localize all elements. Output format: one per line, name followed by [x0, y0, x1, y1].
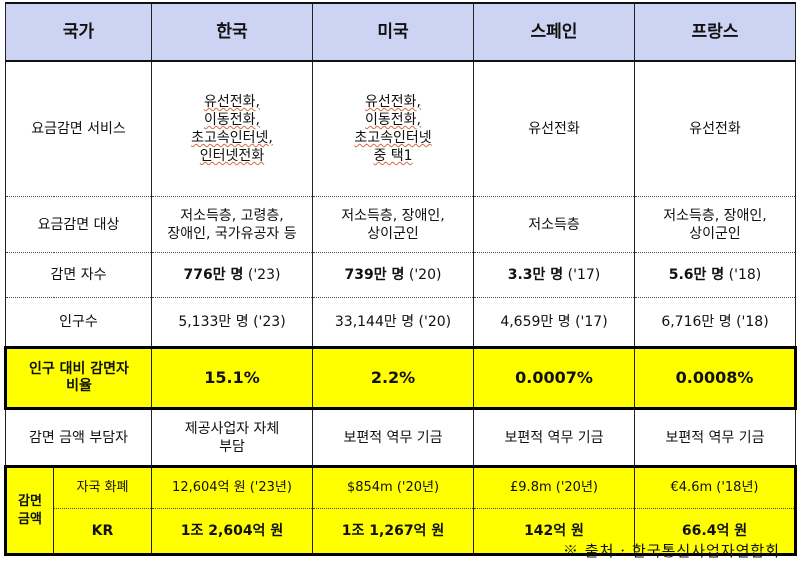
- cell-spain: 0.0007%: [473, 346, 635, 410]
- row-label: 감면 금액 부담자: [5, 408, 152, 468]
- count-value: 739만 명: [344, 267, 405, 283]
- header-korea: 한국: [151, 2, 313, 62]
- cell-spain: 보편적 역무 기금: [473, 408, 635, 468]
- row-service: 요금감면 서비스 유선전화, 이동전화, 초고속인터넷, 인터넷전화 유선전화,…: [5, 61, 796, 197]
- count-value: 3.3만 명: [507, 267, 564, 283]
- cell-spain: 유선전화: [473, 61, 635, 197]
- count-year: ('18): [728, 267, 762, 283]
- count-value: 5.6만 명: [668, 267, 725, 283]
- cell-france: 6,716만 명 ('18): [634, 297, 796, 348]
- row-amount-kr: KR 1조 2,604억 원 1조 1,267억 원 142억 원 66.4억 …: [6, 508, 797, 556]
- row-count: 감면 자수 776만 명 ('23) 739만 명 ('20) 3.3만 명 (…: [5, 252, 796, 298]
- row-population: 인구수 5,133만 명 ('23) 33,144만 명 ('20) 4,659…: [5, 297, 796, 348]
- row-burden: 감면 금액 부담자 제공사업자 자체 부담 보편적 역무 기금 보편적 역무 기…: [5, 408, 796, 468]
- cell-usa: $854m ('20년): [312, 465, 474, 509]
- cell-spain: 3.3만 명 ('17): [473, 252, 635, 298]
- cell-usa: 2.2%: [312, 346, 474, 410]
- count-value: 776만 명: [183, 267, 244, 283]
- cell-korea: 저소득층, 고령층, 장애인, 국가유공자 등: [151, 196, 313, 253]
- row-target: 요금감면 대상 저소득층, 고령층, 장애인, 국가유공자 등 저소득층, 장애…: [5, 196, 796, 253]
- cell-korea: 제공사업자 자체 부담: [151, 408, 313, 468]
- row-label: 인구수: [5, 297, 152, 348]
- header-row: 국가 한국 미국 스페인 프랑스: [5, 2, 796, 62]
- cell-france: 저소득층, 장애인, 상이군인: [634, 196, 796, 253]
- cell-korea: 776만 명 ('23): [151, 252, 313, 298]
- row-amount-local: 감면 금액 자국 화폐 12,604억 원 ('23년) $854m ('20년…: [4, 465, 797, 556]
- cell-usa: 보편적 역무 기금: [312, 408, 474, 468]
- cell-usa: 1조 1,267억 원: [312, 508, 474, 556]
- cell-france: 0.0008%: [634, 346, 797, 410]
- header-spain: 스페인: [473, 2, 635, 62]
- amount-label: 감면 금액: [4, 465, 54, 556]
- cell-spain: £9.8m ('20년): [473, 465, 635, 509]
- row-label: 인구 대비 감면자 비율: [4, 346, 152, 410]
- cell-france: €4.6m ('18년): [634, 465, 797, 509]
- sub-label-local: 자국 화폐: [53, 465, 152, 509]
- sub-label-kr: KR: [53, 508, 152, 556]
- header-france: 프랑스: [634, 2, 796, 62]
- count-year: ('17): [567, 267, 601, 283]
- cell-korea: 유선전화, 이동전화, 초고속인터넷, 인터넷전화: [151, 61, 313, 197]
- cell-usa: 저소득층, 장애인, 상이군인: [312, 196, 474, 253]
- header-usa: 미국: [312, 2, 474, 62]
- cell-usa: 유선전화, 이동전화, 초고속인터넷 중 택1: [312, 61, 474, 197]
- cell-spain: 142억 원: [473, 508, 635, 556]
- source-note: ※ 출처 : 한국통신사업자연합회: [563, 542, 780, 560]
- cell-france: 66.4억 원: [634, 508, 797, 556]
- cell-france: 유선전화: [634, 61, 796, 197]
- cell-korea: 5,133만 명 ('23): [151, 297, 313, 348]
- row-ratio: 인구 대비 감면자 비율 15.1% 2.2% 0.0007% 0.0008%: [4, 346, 797, 410]
- row-label: 요금감면 대상: [5, 196, 152, 253]
- cell-spain: 4,659만 명 ('17): [473, 297, 635, 348]
- row-label: 요금감면 서비스: [5, 61, 152, 197]
- cell-spain: 저소득층: [473, 196, 635, 253]
- cell-korea: 15.1%: [151, 346, 313, 410]
- cell-france: 보편적 역무 기금: [634, 408, 796, 468]
- cell-france: 5.6만 명 ('18): [634, 252, 796, 298]
- cell-korea: 1조 2,604억 원: [151, 508, 313, 556]
- count-year: ('20): [408, 267, 442, 283]
- cell-usa: 33,144만 명 ('20): [312, 297, 474, 348]
- count-year: ('23): [247, 267, 281, 283]
- row-label: 감면 자수: [5, 252, 152, 298]
- cell-usa: 739만 명 ('20): [312, 252, 474, 298]
- header-country: 국가: [5, 2, 152, 62]
- comparison-table: 국가 한국 미국 스페인 프랑스 요금감면 서비스 유선전화, 이동전화, 초고…: [4, 2, 797, 556]
- cell-korea: 12,604억 원 ('23년): [151, 465, 313, 509]
